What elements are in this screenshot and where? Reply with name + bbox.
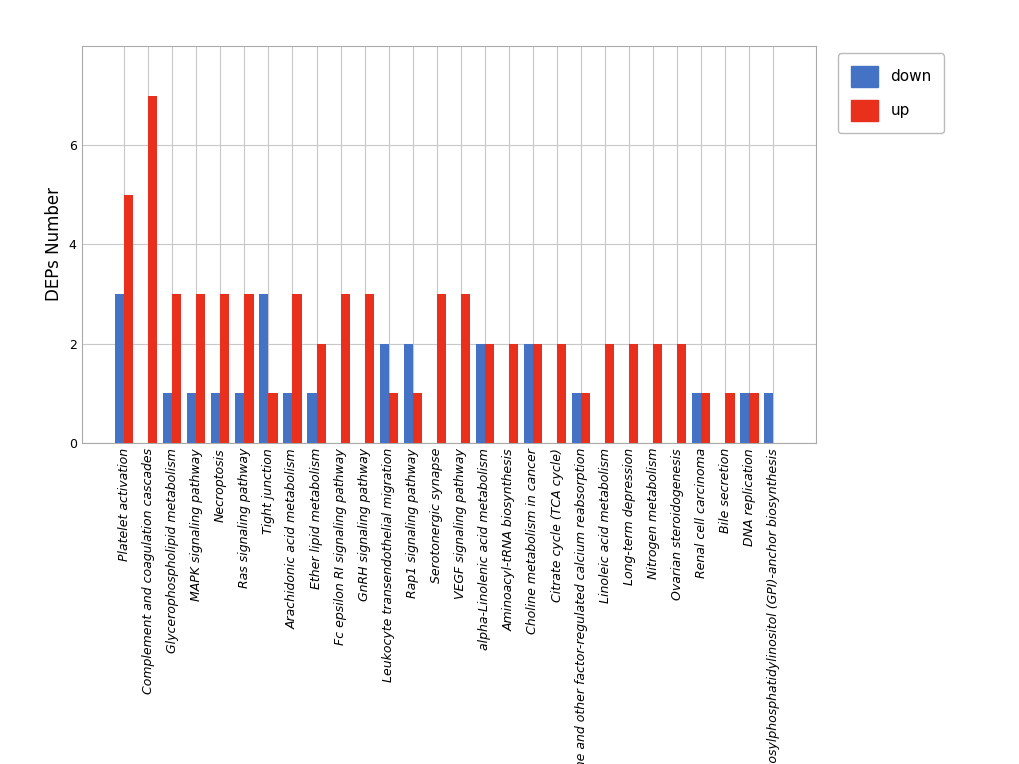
Bar: [268, 393, 277, 443]
Bar: [235, 393, 245, 443]
Bar: [556, 344, 566, 443]
Bar: [475, 344, 484, 443]
Bar: [629, 344, 638, 443]
Bar: [652, 344, 661, 443]
Bar: [211, 393, 220, 443]
Bar: [524, 344, 533, 443]
Bar: [692, 393, 701, 443]
Bar: [186, 393, 196, 443]
Bar: [316, 344, 325, 443]
Bar: [436, 294, 445, 443]
Legend: down, up: down, up: [838, 53, 943, 134]
Bar: [484, 344, 493, 443]
Bar: [220, 294, 229, 443]
Bar: [508, 344, 518, 443]
Bar: [364, 294, 373, 443]
Bar: [307, 393, 316, 443]
Bar: [115, 294, 124, 443]
Bar: [124, 195, 133, 443]
Y-axis label: DEPs Number: DEPs Number: [45, 187, 63, 302]
Bar: [259, 294, 268, 443]
Bar: [763, 393, 772, 443]
Bar: [163, 393, 172, 443]
Bar: [677, 344, 686, 443]
Bar: [604, 344, 613, 443]
Bar: [292, 294, 302, 443]
Bar: [404, 344, 413, 443]
Bar: [172, 294, 181, 443]
Bar: [245, 294, 254, 443]
Bar: [749, 393, 758, 443]
Bar: [388, 393, 397, 443]
Bar: [725, 393, 734, 443]
Bar: [196, 294, 205, 443]
Bar: [148, 96, 157, 443]
Bar: [572, 393, 581, 443]
Bar: [740, 393, 749, 443]
Bar: [379, 344, 388, 443]
Bar: [581, 393, 590, 443]
Bar: [413, 393, 422, 443]
Bar: [533, 344, 541, 443]
Bar: [461, 294, 470, 443]
Bar: [340, 294, 350, 443]
Bar: [283, 393, 292, 443]
Bar: [701, 393, 710, 443]
